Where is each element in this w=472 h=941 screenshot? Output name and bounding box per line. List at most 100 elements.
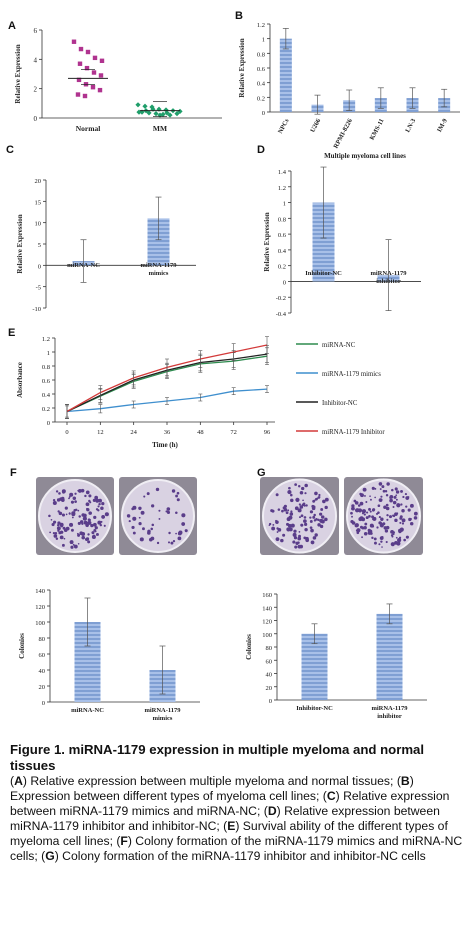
colony [85, 502, 90, 507]
colony [359, 501, 364, 506]
colony [77, 542, 80, 545]
colony [282, 533, 286, 537]
colony [312, 515, 316, 519]
legend-label: miRNA-1179 mimics [322, 371, 381, 378]
chart-c-mimics-bar: -10 -5 0 5 10 15 20 Relative Expression miRNA-NC… [16, 178, 196, 313]
colony [304, 522, 308, 526]
colony [310, 540, 315, 545]
colony [143, 495, 146, 498]
colony [389, 498, 393, 503]
y-tick-label: 1 [262, 37, 265, 44]
colony [364, 494, 366, 497]
colony [394, 540, 398, 545]
colony [56, 498, 61, 502]
colony [368, 507, 371, 511]
colony [277, 508, 281, 511]
data-point-normal [76, 77, 82, 83]
colony [319, 512, 323, 516]
colony [52, 498, 56, 502]
colony [76, 532, 79, 535]
colony [371, 515, 375, 519]
colony [92, 498, 96, 502]
colony [382, 489, 386, 493]
colony [90, 523, 94, 528]
colony [369, 523, 374, 528]
colony [87, 540, 91, 544]
colony [80, 488, 85, 493]
colony [369, 495, 371, 497]
y-tick-label: 1 [283, 201, 286, 208]
caption-letter-g: G [45, 849, 55, 863]
data-point-normal [75, 92, 81, 97]
bar [147, 218, 170, 266]
colony [65, 513, 68, 516]
caption-text-b: Expression between different types of my… [10, 789, 323, 803]
colony [142, 527, 145, 531]
y-tick-label: 0 [38, 263, 41, 270]
y-tick-label: 100 [262, 632, 272, 639]
y-axis-label: Relative Expression [238, 38, 246, 97]
colony [377, 511, 380, 514]
x-tick-label: miRNA-NC [67, 262, 100, 269]
y-tick-label: 80 [266, 645, 273, 652]
colony [61, 513, 66, 517]
colony [365, 501, 368, 504]
y-tick-label: 15 [35, 199, 42, 206]
y-tick-label: 0.8 [278, 216, 286, 223]
colony [155, 487, 160, 492]
colony [359, 525, 363, 529]
y-tick-label: -0.4 [276, 311, 287, 318]
data-point-normal [99, 58, 105, 63]
colony [171, 489, 176, 493]
data-point-mm [164, 110, 170, 116]
colony [151, 523, 155, 527]
colony [403, 538, 406, 542]
x-tick-label: 0 [65, 429, 68, 436]
y-tick-label: 1.2 [42, 336, 50, 343]
colony [365, 516, 369, 520]
colony [303, 519, 307, 523]
colony [100, 506, 104, 510]
colony [68, 496, 71, 498]
panel-label-a: A [8, 20, 16, 32]
colony [386, 482, 390, 486]
colony [268, 524, 271, 527]
colony [85, 537, 90, 541]
colony [400, 489, 403, 493]
colony [385, 503, 389, 507]
colony [88, 494, 92, 498]
colony [389, 515, 393, 519]
y-tick-label: 6 [34, 27, 38, 35]
colony [55, 490, 59, 493]
colony [356, 528, 361, 533]
colony [166, 510, 171, 515]
colony [317, 523, 321, 527]
y-tick-label: 0.6 [278, 232, 287, 239]
colony [324, 497, 329, 502]
colony [303, 516, 307, 519]
colony [391, 488, 394, 492]
colony [74, 500, 77, 503]
data-point-mm [136, 109, 142, 115]
colony [52, 532, 56, 535]
y-tick-label: 0 [42, 700, 45, 707]
colony [394, 518, 398, 523]
colony [60, 498, 65, 503]
colony [290, 510, 293, 513]
colony [271, 526, 276, 531]
y-tick-label: 5 [38, 242, 41, 249]
colony [81, 535, 86, 540]
colony [178, 530, 183, 535]
colony [324, 505, 328, 510]
colony [384, 529, 389, 533]
colony [287, 490, 292, 495]
data-point-normal [82, 93, 88, 99]
colony [374, 487, 377, 490]
caption-text-d: Relative expression between miRNA-1179 i… [10, 804, 440, 833]
colony [70, 545, 74, 549]
y-axis-label: Colonies [245, 634, 253, 660]
colony [72, 543, 75, 546]
data-point-mm [149, 104, 155, 110]
colony [301, 486, 305, 491]
colony [297, 541, 300, 544]
